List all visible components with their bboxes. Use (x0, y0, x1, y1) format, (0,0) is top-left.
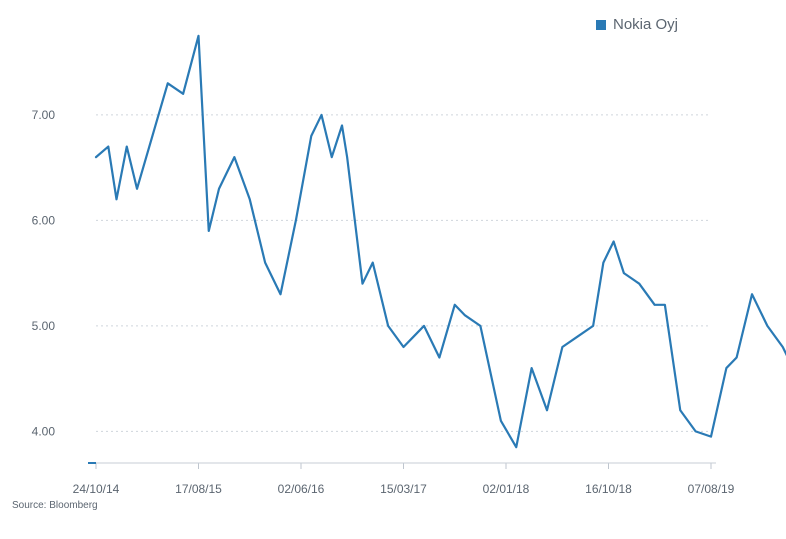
legend: Nokia Oyj (596, 16, 678, 33)
x-tick-label: 17/08/15 (175, 482, 222, 496)
source-note: Source: Bloomberg (12, 500, 98, 511)
y-axis-ticks: 4.00 5.00 6.00 7.00 (32, 108, 56, 438)
x-tick-label: 15/03/17 (380, 482, 427, 496)
series-line-nokia-oyj (94, 34, 786, 449)
legend-swatch (596, 19, 606, 30)
x-tick-label: 02/06/16 (278, 482, 325, 496)
x-tick-label: 24/10/14 (73, 482, 120, 496)
series-layer (94, 34, 786, 449)
legend-label: Nokia Oyj (613, 16, 679, 33)
y-tick-label: 4.00 (32, 424, 56, 438)
y-tick-label: 7.00 (32, 108, 56, 122)
x-tick-label: 07/08/19 (688, 482, 735, 496)
x-axis-ticks: 24/10/14 17/08/15 02/06/16 15/03/17 02/01/18… (73, 463, 735, 496)
y-tick-label: 5.00 (32, 319, 56, 333)
y-tick-label: 6.00 (32, 213, 56, 227)
x-tick-label: 02/01/18 (483, 482, 530, 496)
grid-lines (96, 114, 711, 432)
x-tick-label: 16/10/18 (585, 482, 632, 496)
